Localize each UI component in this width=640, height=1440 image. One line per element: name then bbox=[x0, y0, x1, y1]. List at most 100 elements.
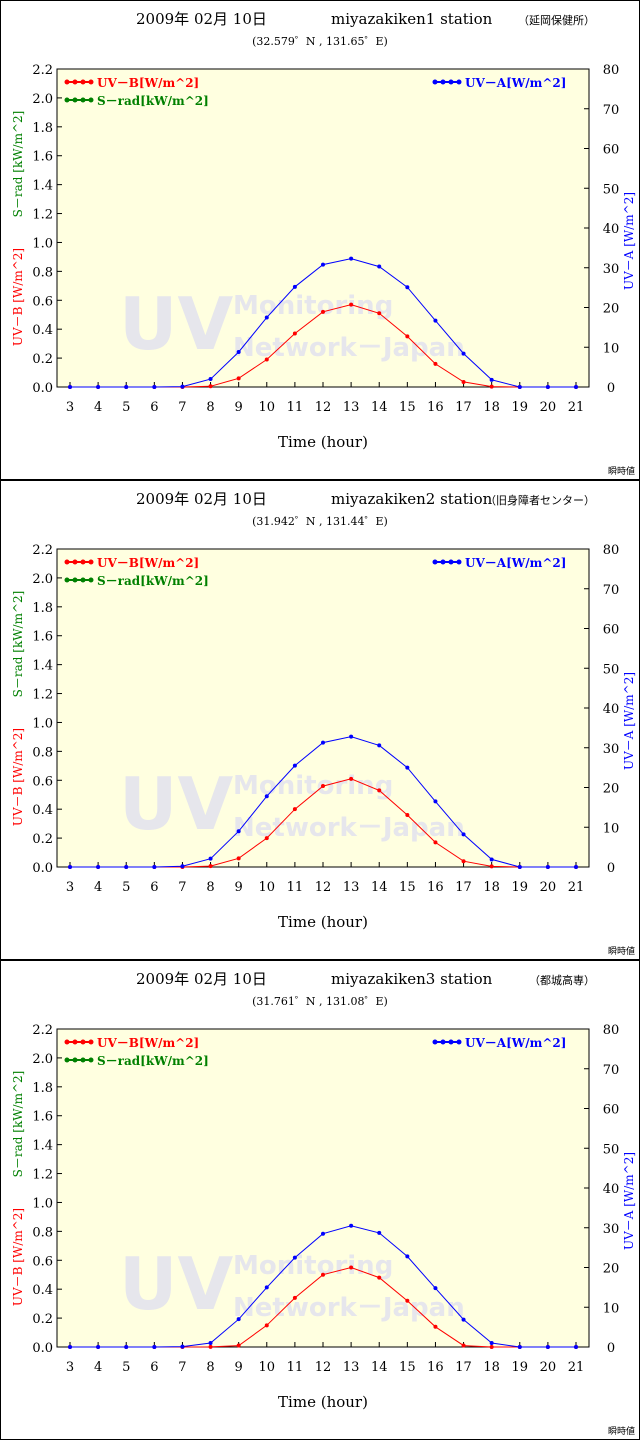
data-point-uva bbox=[180, 1344, 185, 1349]
data-point-uva bbox=[124, 1345, 129, 1349]
data-point-uva bbox=[517, 385, 522, 389]
x-tick-label: 10 bbox=[259, 880, 276, 895]
legend-srad-marker bbox=[80, 97, 86, 103]
data-point-uva bbox=[405, 765, 410, 770]
x-tick-label: 17 bbox=[455, 880, 472, 895]
watermark-network: Network－Japan bbox=[233, 333, 465, 363]
chart-date: 2009年 02月 10日 bbox=[136, 10, 267, 28]
y-left-tick-label: 0.4 bbox=[32, 803, 53, 818]
data-point-uva bbox=[489, 857, 494, 862]
x-tick-label: 3 bbox=[66, 880, 74, 895]
data-point-uvb bbox=[433, 361, 438, 366]
watermark-network: Network－Japan bbox=[233, 1293, 465, 1323]
watermark-monitoring: Monitoring bbox=[233, 1251, 393, 1281]
y-right-tick-label: 50 bbox=[603, 182, 620, 197]
legend-srad-marker bbox=[64, 577, 70, 583]
data-point-uvb bbox=[264, 357, 269, 362]
data-point-uva bbox=[180, 864, 185, 869]
data-point-uva bbox=[433, 799, 438, 804]
x-tick-label: 6 bbox=[150, 1360, 158, 1375]
legend-uvb-marker bbox=[64, 79, 70, 85]
y-left-tick-label: 1.0 bbox=[32, 716, 53, 731]
chart-svg: 2009年 02月 10日 miyazakiken3 station （都城高専） (… bbox=[11, 970, 636, 1437]
x-tick-label: 12 bbox=[315, 1360, 332, 1375]
y-right-tick-label: 40 bbox=[603, 1182, 620, 1197]
data-point-uvb bbox=[461, 859, 466, 864]
x-tick-label: 17 bbox=[455, 400, 472, 415]
y-left-tick-label: 1.8 bbox=[32, 1081, 53, 1096]
legend-uva-marker bbox=[440, 79, 446, 85]
legend-uvb-marker bbox=[72, 79, 78, 85]
y-axis-label-uvb: UV－B [W/m^2] bbox=[11, 728, 25, 826]
legend-uvb-marker bbox=[88, 79, 94, 85]
data-point-uva bbox=[349, 256, 354, 261]
y-left-tick-label: 1.6 bbox=[32, 1110, 53, 1125]
y-right-tick-label: 10 bbox=[603, 1301, 620, 1316]
data-point-uva bbox=[152, 865, 157, 869]
y-right-tick-label: 60 bbox=[603, 143, 620, 158]
y-left-tick-label: 1.4 bbox=[32, 1139, 53, 1154]
watermark-monitoring: Monitoring bbox=[233, 291, 393, 321]
plot-area bbox=[56, 548, 590, 868]
data-point-uvb bbox=[321, 784, 325, 789]
y-right-tick-label: 40 bbox=[603, 702, 620, 717]
legend-uva-marker bbox=[448, 1039, 454, 1045]
y-left-tick-label: 0.4 bbox=[32, 1283, 53, 1298]
legend-uvb-text: UV－B[W/m^2] bbox=[97, 76, 199, 90]
legend-uva-marker bbox=[456, 1039, 462, 1045]
x-tick-label: 15 bbox=[399, 400, 416, 415]
y-right-tick-label: 80 bbox=[603, 543, 620, 558]
y-right-tick-label: 40 bbox=[603, 222, 620, 237]
data-point-uva bbox=[264, 1285, 269, 1290]
y-left-tick-label: 1.0 bbox=[32, 1196, 53, 1211]
y-axis-label-uvb: UV－B [W/m^2] bbox=[11, 1208, 25, 1306]
station-coords: (31.942゜N , 131.44゜E) bbox=[252, 515, 388, 528]
x-tick-label: 13 bbox=[343, 880, 360, 895]
chart-panel-2: 2009年 02月 10日 miyazakiken2 station （旧身障者セン… bbox=[0, 480, 640, 960]
data-point-uva bbox=[292, 763, 297, 768]
legend-uvb-text: UV－B[W/m^2] bbox=[97, 556, 199, 570]
x-tick-label: 15 bbox=[399, 880, 416, 895]
legend-srad-text: S－rad[kW/m^2] bbox=[97, 94, 209, 108]
y-right-tick-label: 60 bbox=[603, 623, 620, 638]
y-left-tick-label: 2.0 bbox=[32, 1052, 53, 1067]
y-axis-label-uva: UV－A [W/m^2] bbox=[622, 672, 636, 770]
data-point-uvb bbox=[405, 812, 410, 817]
data-point-uvb bbox=[208, 1344, 213, 1349]
data-point-uva bbox=[461, 1317, 466, 1322]
y-left-tick-label: 1.6 bbox=[32, 150, 53, 165]
data-point-uva bbox=[264, 315, 269, 320]
x-tick-label: 18 bbox=[483, 880, 500, 895]
y-left-tick-label: 0.2 bbox=[32, 832, 53, 847]
data-point-uvb bbox=[321, 1272, 325, 1277]
y-right-tick-label: 20 bbox=[603, 782, 620, 797]
x-tick-label: 20 bbox=[540, 1360, 557, 1375]
data-point-uva bbox=[461, 832, 466, 837]
legend-uva-marker bbox=[448, 559, 454, 565]
data-point-uvb bbox=[489, 864, 494, 869]
y-left-tick-label: 0.0 bbox=[32, 381, 53, 396]
legend-uvb-marker bbox=[88, 559, 94, 565]
y-right-tick-label: 30 bbox=[603, 742, 620, 757]
data-point-uva bbox=[208, 856, 213, 861]
legend-srad-text: S－rad[kW/m^2] bbox=[97, 574, 209, 588]
legend-uva-text: UV－A[W/m^2] bbox=[465, 76, 566, 90]
y-left-tick-label: 0.2 bbox=[32, 352, 53, 367]
legend-uvb-marker bbox=[72, 559, 78, 565]
data-point-uvb bbox=[236, 376, 241, 381]
legend-uva-marker bbox=[456, 559, 462, 565]
x-tick-label: 4 bbox=[94, 880, 102, 895]
x-tick-label: 19 bbox=[512, 1360, 529, 1375]
data-point-uva bbox=[68, 1345, 72, 1349]
x-tick-label: 10 bbox=[259, 400, 276, 415]
x-tick-label: 5 bbox=[122, 1360, 130, 1375]
x-tick-label: 7 bbox=[178, 880, 186, 895]
legend-srad-marker bbox=[72, 97, 78, 103]
data-point-uvb bbox=[349, 1265, 354, 1270]
data-point-uvb bbox=[264, 1323, 269, 1328]
chart-date: 2009年 02月 10日 bbox=[136, 490, 267, 508]
y-left-tick-label: 1.6 bbox=[32, 630, 53, 645]
station-name: miyazakiken1 station bbox=[331, 10, 493, 28]
y-right-tick-label: 0 bbox=[607, 861, 615, 876]
x-tick-label: 14 bbox=[371, 1360, 388, 1375]
